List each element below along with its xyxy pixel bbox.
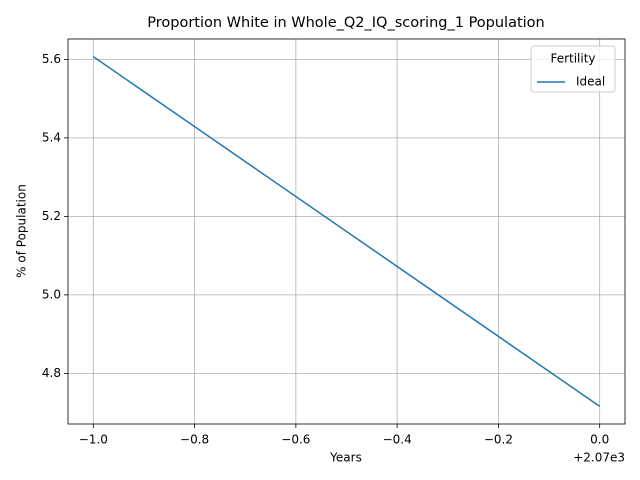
y-tick-label: 5.0 [42, 287, 61, 301]
y-tick-label: 5.6 [42, 52, 61, 66]
plot-frame [67, 38, 626, 425]
chart-title: Proportion White in Whole_Q2_IQ_scoring_… [147, 15, 545, 31]
line [92, 56, 601, 407]
x-offset-label: +2.07e3 [573, 451, 625, 465]
y-tick-label: 4.8 [42, 366, 61, 380]
legend-title: Fertility [550, 52, 595, 66]
legend-box [530, 45, 616, 93]
x-axis-label: Years [329, 451, 362, 465]
y-tick-label: 5.4 [42, 130, 61, 144]
x-tick-label: 0.0 [590, 433, 609, 447]
x-tick-label: −0.8 [180, 433, 209, 447]
y-tick-label: 5.2 [42, 209, 61, 223]
x-tick-label: −0.2 [484, 433, 513, 447]
legend-label: Ideal [576, 75, 605, 89]
y-axis-label: % of Population [15, 184, 29, 278]
x-tick-label: −0.4 [383, 433, 412, 447]
x-tick-label: −0.6 [281, 433, 310, 447]
x-tick-label: −1.0 [79, 433, 108, 447]
